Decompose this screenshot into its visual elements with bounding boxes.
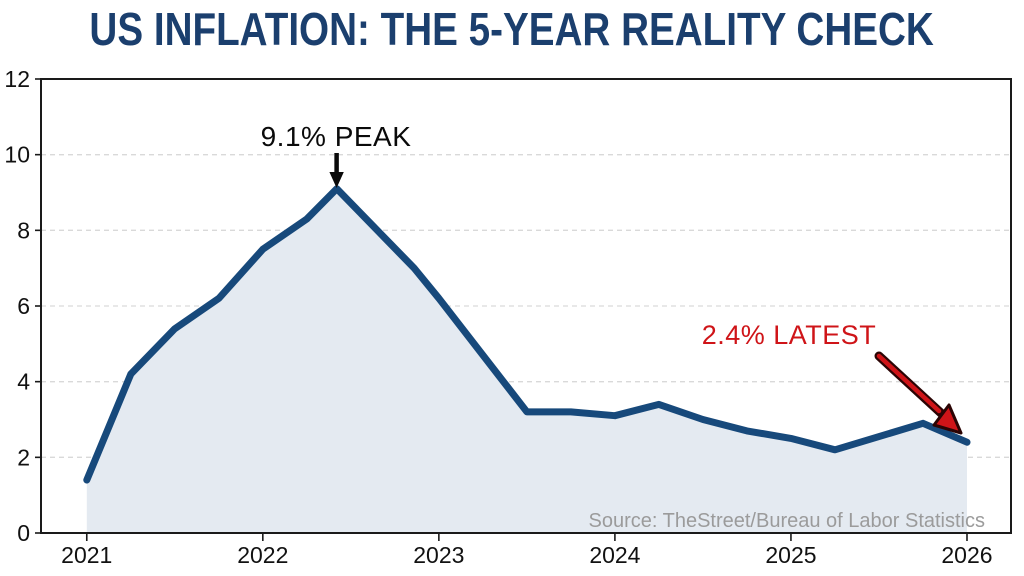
x-tick-label: 2022 [237, 542, 288, 568]
y-tick-label: 4 [17, 369, 30, 395]
x-tick-label: 2024 [589, 542, 640, 568]
latest-annotation-label: 2.4% LATEST [702, 320, 877, 350]
area-fill [86, 188, 968, 533]
peak-annotation-label: 9.1% PEAK [261, 121, 412, 152]
y-tick-label: 12 [4, 66, 30, 92]
y-tick-label: 0 [17, 520, 30, 546]
inflation-line [83, 185, 971, 484]
latest-diagonal-arrow-icon [874, 351, 963, 435]
y-tick-label: 6 [17, 293, 30, 319]
x-tick-label: 2025 [765, 542, 816, 568]
chart-title: US INFLATION: THE 5-YEAR REALITY CHECK [0, 0, 1024, 58]
y-tick-label: 10 [4, 142, 30, 168]
x-tick-label: 2026 [941, 542, 992, 568]
x-tick-label: 2023 [413, 542, 464, 568]
y-tick-label: 2 [17, 444, 30, 470]
peak-down-arrow-icon [329, 153, 344, 188]
x-tick-label: 2021 [61, 542, 112, 568]
source-credit: Source: TheStreet/Bureau of Labor Statis… [588, 510, 985, 532]
axis-ticks-and-labels: 2021 2022 2023 2024 2025 2026 0 2 4 6 8 10 12 [4, 66, 992, 568]
y-tick-label: 8 [17, 217, 30, 243]
chart-title-text: US INFLATION: THE 5-YEAR REALITY CHECK [89, 3, 935, 55]
